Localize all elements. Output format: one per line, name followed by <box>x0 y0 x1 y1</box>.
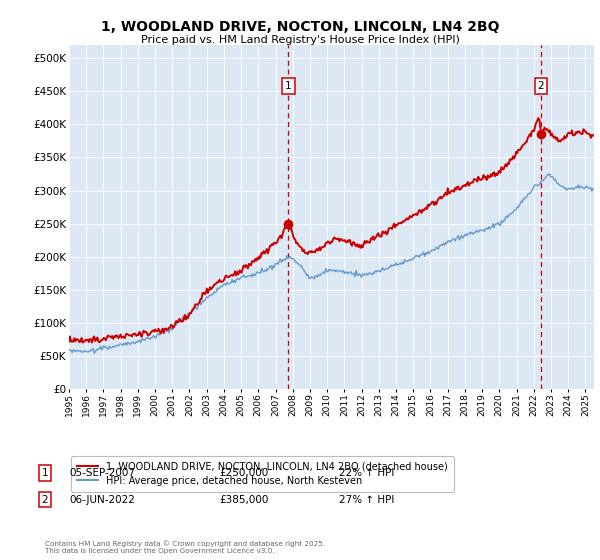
Legend: 1, WOODLAND DRIVE, NOCTON, LINCOLN, LN4 2BQ (detached house), HPI: Average price: 1, WOODLAND DRIVE, NOCTON, LINCOLN, LN4 … <box>71 456 454 492</box>
Text: 1, WOODLAND DRIVE, NOCTON, LINCOLN, LN4 2BQ: 1, WOODLAND DRIVE, NOCTON, LINCOLN, LN4 … <box>101 20 499 34</box>
Text: 1: 1 <box>285 81 292 91</box>
Text: £385,000: £385,000 <box>219 494 268 505</box>
Text: 22% ↑ HPI: 22% ↑ HPI <box>339 468 394 478</box>
Text: 06-JUN-2022: 06-JUN-2022 <box>69 494 135 505</box>
Text: 1: 1 <box>41 468 49 478</box>
Text: 2: 2 <box>538 81 544 91</box>
Text: 05-SEP-2007: 05-SEP-2007 <box>69 468 135 478</box>
Text: £250,000: £250,000 <box>219 468 268 478</box>
Text: Price paid vs. HM Land Registry's House Price Index (HPI): Price paid vs. HM Land Registry's House … <box>140 35 460 45</box>
Text: Contains HM Land Registry data © Crown copyright and database right 2025.
This d: Contains HM Land Registry data © Crown c… <box>45 541 325 554</box>
Text: 27% ↑ HPI: 27% ↑ HPI <box>339 494 394 505</box>
Text: 2: 2 <box>41 494 49 505</box>
